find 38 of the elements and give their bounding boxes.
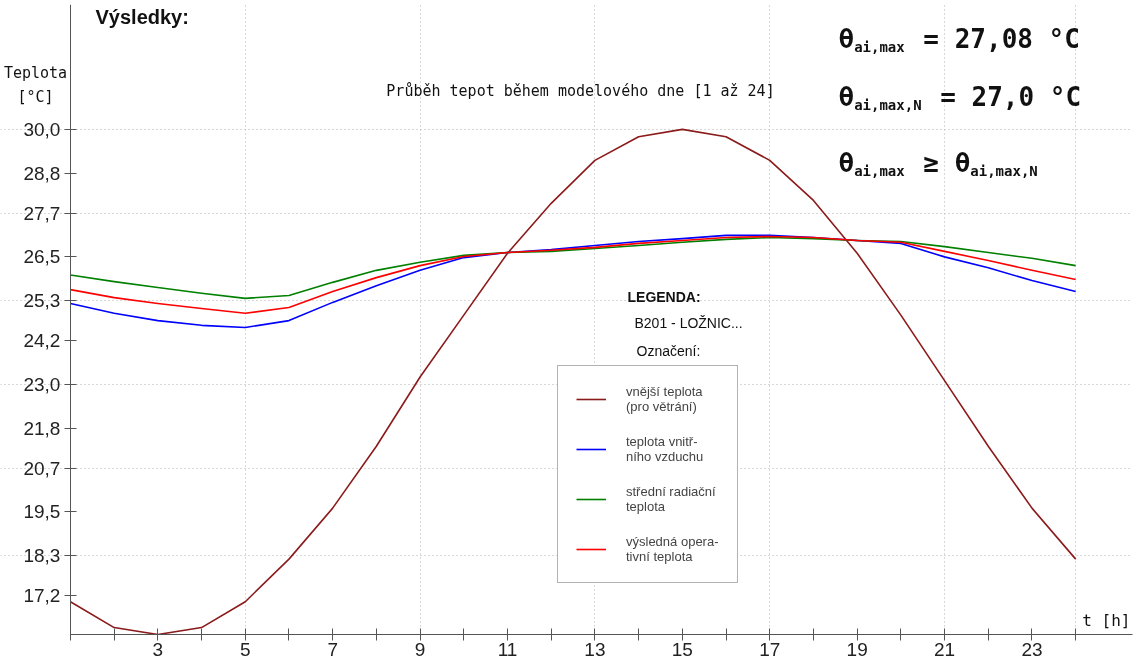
line-series (69, 234, 1077, 329)
legend-label: výsledná opera- tivní teplota (626, 534, 719, 564)
y-tick-label: 19,5 (23, 501, 61, 523)
legend-label: střední radiační teplota (626, 484, 716, 514)
line-series (69, 236, 1077, 300)
y-tick-label: 20,7 (23, 457, 61, 479)
x-tick-label: 21 (933, 638, 956, 660)
y-tick-label: 27,7 (23, 202, 61, 224)
annotation: B201 - LOŽNIC... (634, 314, 743, 331)
line-series (69, 128, 1077, 635)
x-tick-label: 17 (759, 638, 781, 660)
x-tick-label: 5 (239, 638, 251, 660)
line-series (69, 235, 1077, 315)
legend-title: LEGENDA: (627, 288, 701, 305)
annotation: Výsledky: (95, 5, 189, 28)
legend-label: teplota vnitř- ního vzduchu (626, 434, 704, 464)
x-tick-label: 11 (497, 638, 518, 660)
text: Průběh tepot během modelového dne [1 až 24] (386, 81, 775, 100)
x-axis-title: t [h] (1082, 611, 1131, 630)
y-tick-label: 21,8 (23, 417, 61, 439)
x-tick-label: 19 (846, 638, 868, 660)
x-tick-label: 13 (584, 638, 606, 660)
x-tick-label: 23 (1021, 638, 1043, 660)
legend-label: vnější teplota (pro větrání) (626, 384, 703, 414)
y-tick-label: 30,0 (23, 118, 61, 140)
y-axis-title: Teplota [°C] (3, 63, 68, 106)
y-tick-label: 28,8 (23, 162, 61, 184)
y-tick-label: 23,0 (23, 373, 61, 395)
y-tick-label: 25,3 (23, 290, 61, 312)
y-tick-label: 26,5 (23, 246, 61, 268)
y-tick-label: 18,3 (23, 544, 61, 566)
annotation: Označení: (636, 342, 701, 359)
x-tick-label: 9 (414, 638, 426, 660)
y-tick-label: 24,2 (23, 330, 61, 352)
y-tick-label: 17,2 (23, 585, 61, 607)
x-tick-label: 7 (327, 638, 338, 660)
x-tick-label: 3 (152, 638, 164, 660)
x-tick-label: 15 (671, 638, 693, 660)
